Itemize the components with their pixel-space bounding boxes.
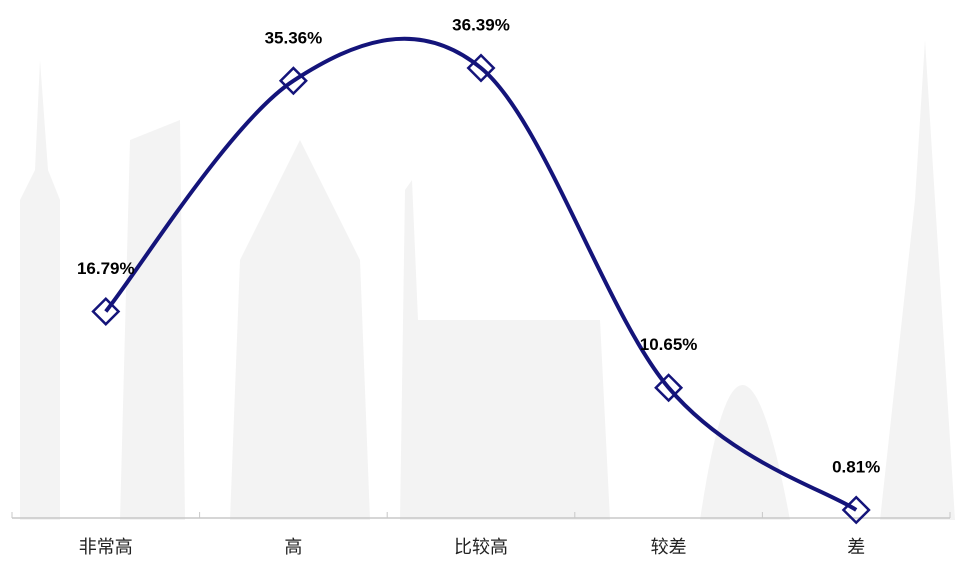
point-marker bbox=[466, 53, 496, 83]
point-marker bbox=[278, 66, 308, 96]
point-marker bbox=[654, 373, 684, 403]
line bbox=[104, 36, 858, 512]
x-tick-label: 高 bbox=[284, 537, 302, 558]
value-label: 35.36% bbox=[265, 28, 323, 47]
x-tick-label: 比较高 bbox=[454, 537, 508, 558]
x-tick-label: 非常高 bbox=[79, 537, 133, 558]
point-marker bbox=[91, 296, 121, 326]
value-label: 36.39% bbox=[452, 15, 510, 34]
value-label: 10.65% bbox=[640, 335, 698, 354]
value-label: 16.79% bbox=[77, 259, 135, 278]
x-tick-label: 较差 bbox=[651, 537, 687, 558]
x-tick-label: 差 bbox=[847, 537, 865, 558]
value-label: 0.81% bbox=[832, 457, 880, 476]
background-silhouettes bbox=[20, 40, 955, 520]
point-marker bbox=[841, 495, 871, 525]
